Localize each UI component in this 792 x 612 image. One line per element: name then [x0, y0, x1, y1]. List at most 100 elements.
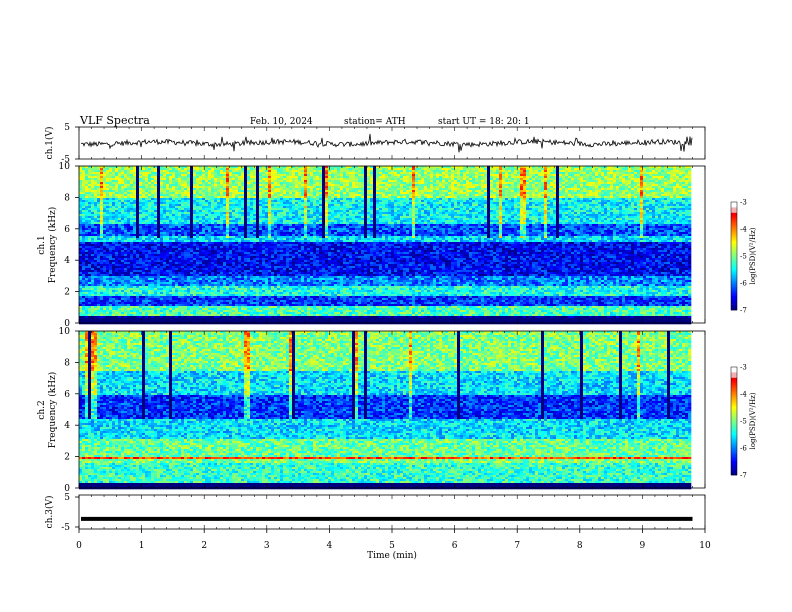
spec-cell — [367, 182, 370, 184]
spec-cell — [619, 170, 622, 172]
spec-cell — [592, 192, 595, 194]
spec-cell — [655, 172, 658, 174]
spec-cell — [103, 194, 106, 196]
spec-cell — [181, 176, 184, 178]
spec-cell — [655, 202, 658, 204]
spec-cell — [481, 200, 484, 202]
spec-cell — [613, 186, 616, 188]
spec-cell — [481, 178, 484, 180]
spec-cell — [322, 184, 325, 186]
spec-cell — [538, 198, 541, 200]
spec-cell — [313, 178, 316, 180]
spec-cell — [85, 176, 88, 178]
spec-cell — [148, 174, 151, 176]
spec-cell — [625, 190, 628, 192]
spec-cell — [187, 182, 190, 184]
spec-cell — [256, 168, 259, 170]
spec-cell — [178, 168, 181, 170]
spec-cell — [382, 170, 385, 172]
spec-cell — [109, 188, 112, 190]
spec-cell — [670, 168, 673, 170]
spec-cell — [106, 198, 109, 200]
spec-cell — [658, 172, 661, 174]
spec-cell — [523, 172, 526, 174]
spec-cell — [526, 176, 529, 178]
spec-cell — [595, 190, 598, 192]
spec-cell — [268, 206, 271, 208]
spec-cell — [265, 178, 268, 180]
spec-cell — [448, 180, 451, 182]
spec-cell — [121, 202, 124, 204]
spec-cell — [271, 208, 274, 210]
spec-cell — [307, 178, 310, 180]
spec-cell — [652, 186, 655, 188]
spec-cell — [97, 190, 100, 192]
spec-cell — [565, 188, 568, 190]
spec-cell — [529, 170, 532, 172]
spec-cell — [253, 192, 256, 194]
spec-cell — [106, 190, 109, 192]
spec-cell — [214, 198, 217, 200]
spec-cell — [595, 168, 598, 170]
spec-cell — [310, 190, 313, 192]
spec-cell — [100, 202, 103, 204]
spec-cell — [616, 198, 619, 200]
spec-cell — [619, 182, 622, 184]
spec-cell — [118, 206, 121, 208]
spec-cell — [559, 174, 562, 176]
spec-cell — [226, 188, 229, 190]
spec-cell — [628, 188, 631, 190]
spec-cell — [178, 178, 181, 180]
spec-cell — [556, 174, 559, 176]
spec-cell — [130, 174, 133, 176]
spec-cell — [610, 184, 613, 186]
spec-cell — [229, 192, 232, 194]
spec-cell — [199, 192, 202, 194]
ch1-spectrogram-cells — [79, 166, 691, 324]
spec-cell — [88, 176, 91, 178]
spec-cell — [631, 194, 634, 196]
spec-cell — [79, 206, 82, 208]
spec-cell — [211, 202, 214, 204]
spec-cell — [628, 196, 631, 198]
spec-cell — [601, 192, 604, 194]
spec-cell — [613, 174, 616, 176]
spec-cell — [406, 168, 409, 170]
spec-cell — [448, 174, 451, 176]
spec-cell — [226, 174, 229, 176]
spec-cell — [226, 202, 229, 204]
spec-cell — [604, 194, 607, 196]
spec-cell — [499, 194, 502, 196]
spec-cell — [154, 208, 157, 210]
spec-cell — [607, 174, 610, 176]
spec-cell — [202, 196, 205, 198]
spec-cell — [658, 200, 661, 202]
spec-cell — [169, 192, 172, 194]
spec-cell — [652, 178, 655, 180]
spec-cell — [625, 178, 628, 180]
spec-cell — [652, 204, 655, 206]
spec-cell — [511, 190, 514, 192]
spec-cell — [451, 180, 454, 182]
spec-cell — [214, 206, 217, 208]
spec-cell — [403, 188, 406, 190]
spec-cell — [301, 168, 304, 170]
spec-cell — [409, 192, 412, 194]
spec-cell — [181, 186, 184, 188]
spec-cell — [211, 206, 214, 208]
spec-cell — [253, 190, 256, 192]
spec-cell — [262, 184, 265, 186]
spec-cell — [115, 182, 118, 184]
spec-cell — [169, 202, 172, 204]
spec-cell — [577, 170, 580, 172]
spec-cell — [619, 178, 622, 180]
spec-cell — [541, 186, 544, 188]
spec-cell — [685, 194, 688, 196]
spec-cell — [553, 180, 556, 182]
spec-cell — [610, 180, 613, 182]
spec-cell — [190, 198, 193, 200]
spec-cell — [565, 178, 568, 180]
spec-cell — [130, 180, 133, 182]
spec-cell — [265, 186, 268, 188]
spec-cell — [127, 178, 130, 180]
